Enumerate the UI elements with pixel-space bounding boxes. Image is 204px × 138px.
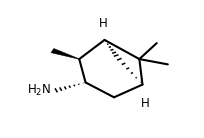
Text: H: H: [141, 97, 149, 110]
Polygon shape: [51, 48, 79, 59]
Text: H: H: [99, 18, 107, 30]
Text: H$_2$N: H$_2$N: [27, 83, 51, 98]
